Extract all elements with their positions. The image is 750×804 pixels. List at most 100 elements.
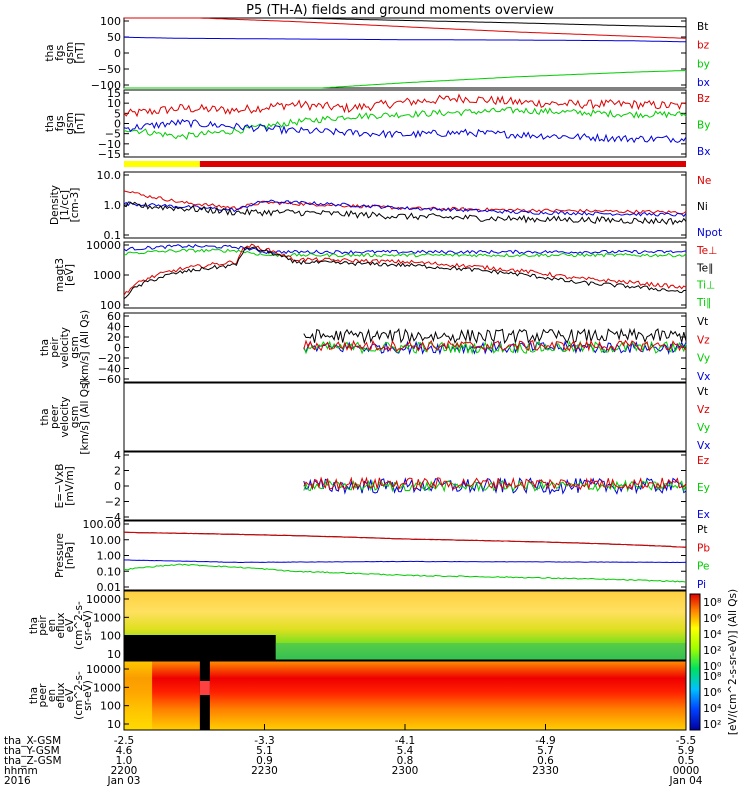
colorbar-tick: 10² — [703, 644, 721, 657]
xtick-x: -4.9 — [535, 735, 556, 747]
ytick-label: 0.1 — [104, 229, 122, 242]
spectrogram-field — [124, 661, 686, 730]
ytick-label: 0 — [114, 480, 121, 493]
ytick-label: −4 — [105, 511, 121, 524]
xtick-y: 5.9 — [678, 745, 695, 757]
spectrogram-frame — [123, 590, 687, 661]
xtick-x: -5.5 — [676, 735, 697, 747]
ylabel-line: sr-eV) — [82, 610, 94, 641]
ylabel-line: peer — [49, 404, 61, 429]
series-Pe — [123, 563, 687, 583]
ylabel-line: gsm — [64, 112, 76, 134]
ylabel-line: [nPa] — [64, 542, 76, 569]
ytick-label: −5 — [105, 128, 121, 141]
legend-entry: Ex — [697, 509, 710, 521]
series-Ti⊥ — [123, 244, 687, 255]
ytick-label: 10000 — [86, 593, 121, 606]
ylabel-line: velocity — [59, 327, 71, 368]
x-row-label: 2016 — [4, 775, 31, 787]
ylabel-line: tha — [39, 408, 51, 425]
ylabel-line: gsm — [69, 336, 81, 358]
spectrogram-peir-eflux: 10000 1000 100 10 thapeirenefluxeV(cm^2-s-sr… — [28, 590, 687, 661]
x-row-label: hhmm — [4, 765, 38, 777]
ytick-label: 15 — [107, 87, 121, 100]
panel-pressure: 100.00 10.00 1.00 0.10 0.01 Pressure[nPa] Pt Pb… — [54, 518, 710, 594]
ylabel-line: peir — [49, 337, 61, 358]
legend-entry: Vz — [697, 334, 710, 346]
panel-frame — [123, 451, 687, 521]
xtick-time: 2200 — [111, 765, 138, 777]
ylabel-line: peir — [37, 615, 49, 636]
legend-entry: Ni — [697, 201, 708, 213]
ylabel-line: [nT] — [74, 42, 86, 63]
legend-entry: Te⊥ — [696, 245, 717, 257]
series-Bz — [123, 93, 687, 118]
ylabel-line: [mV/m] — [64, 466, 76, 505]
series-bx — [124, 36, 686, 43]
series-Pi — [123, 559, 687, 564]
ylabel-line: tha — [44, 44, 56, 61]
mode-bar-slow — [124, 161, 200, 167]
ylabel-line: [km/s] (All Qs) — [79, 379, 91, 454]
xtick-x: -2.5 — [114, 735, 135, 747]
spectrogram-low-band — [275, 643, 686, 661]
ylabel-line: Density — [49, 185, 61, 225]
ylabel-line: (cm^2-s- — [73, 671, 85, 720]
panel-temps: 10000 1000 100 magt3[eV] Te⊥ Te∥ Ti⊥ Ti∥ — [54, 239, 717, 312]
ytick-label: 10000 — [86, 663, 121, 676]
colorbar-tick: 10⁸ — [703, 670, 722, 683]
panel-frame — [123, 520, 687, 591]
ylabel-line: eflux — [55, 683, 67, 709]
ytick-label: 1.00 — [97, 550, 122, 563]
ytick-label: 100 — [100, 700, 121, 713]
ytick-label: 10000 — [86, 239, 121, 252]
legend-entry: bz — [697, 40, 710, 52]
ytick-label: 5 — [114, 107, 121, 120]
colorbar-tick: 10² — [703, 718, 721, 731]
ytick-label: −40 — [98, 363, 121, 376]
series-Te⊥ — [123, 243, 687, 296]
ytick-label: 1000 — [93, 681, 121, 694]
xtick-time: 2300 — [392, 765, 419, 777]
series-Ez — [303, 476, 687, 492]
ylabel-line: en — [46, 619, 58, 632]
xtick-x: -3.3 — [254, 735, 275, 747]
ytick-label: −10 — [98, 138, 121, 151]
colorbar-tick: 10⁰ — [703, 660, 722, 673]
ylabel-line: en — [46, 689, 58, 702]
ytick-label: 10 — [107, 97, 121, 110]
legend-entry: Pt — [697, 524, 707, 536]
panel-frame — [123, 17, 687, 89]
legend-entry: Vz — [697, 404, 710, 416]
xtick-y: 4.6 — [116, 745, 133, 757]
legend-entry: Ne — [697, 175, 711, 187]
ytick-label: 10.0 — [97, 169, 122, 182]
series-Vt — [303, 327, 687, 345]
spectrogram-gap — [124, 635, 276, 661]
ytick-label: −15 — [98, 148, 121, 161]
ytick-label: 60 — [107, 310, 121, 323]
ytick-label: 100 — [100, 299, 121, 312]
xtick-y: 5.4 — [397, 745, 414, 757]
colorbar-ramp — [689, 593, 701, 731]
ylabel-line: eV — [64, 618, 76, 632]
ylabel-line: magt3 — [54, 258, 66, 292]
xtick-date: Jan 03 — [107, 775, 141, 787]
series-Te∥ — [123, 246, 687, 300]
series-Pb — [124, 531, 687, 548]
spectrogram-gap — [199, 661, 210, 730]
ylabel-line: gsm — [69, 406, 81, 428]
ylabel-line: [eV] — [64, 264, 76, 286]
ytick-label: 4 — [114, 449, 121, 462]
ylabel-line: velocity — [59, 396, 71, 437]
legend-entry: Vt — [697, 316, 708, 328]
legend-entry: Vy — [697, 353, 710, 365]
spectrogram-gap-fill — [199, 681, 210, 695]
chart-title: P5 (TH-A) fields and ground moments over… — [246, 3, 554, 18]
ytick-label: 0.01 — [97, 581, 122, 594]
panel-density: 10.0 1.0 0.1 Density[1/cc][cm-3] Ne Ni Npot — [49, 169, 722, 242]
